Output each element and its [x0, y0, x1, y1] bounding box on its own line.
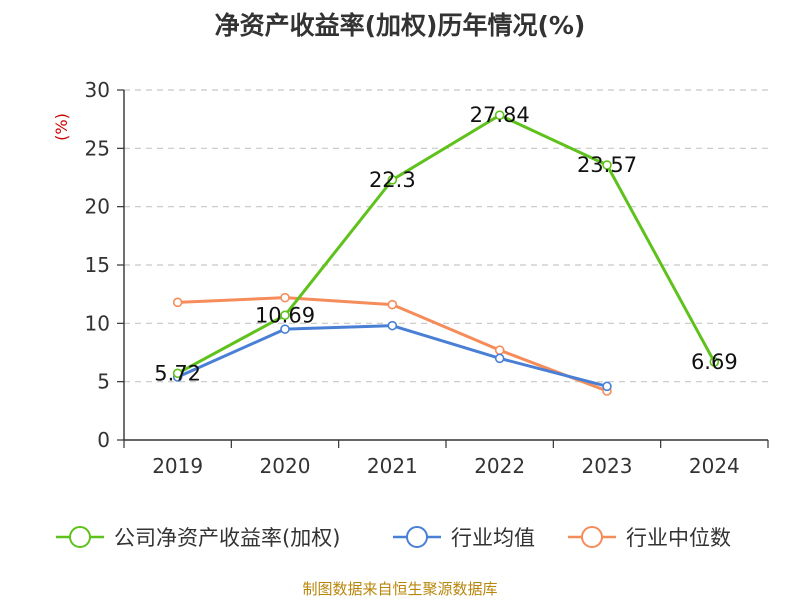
- data-point: [602, 160, 612, 170]
- data-point: [494, 353, 505, 364]
- x-tick-label: 2019: [152, 454, 203, 478]
- legend-label: 公司净资产收益率(加权): [114, 526, 340, 550]
- x-tick-label: 2022: [474, 454, 525, 478]
- chart-title: 净资产收益率(加权)历年情况(%): [214, 11, 586, 40]
- data-label: 6.69: [691, 350, 738, 374]
- x-tick-label: 2023: [582, 454, 633, 478]
- legend-marker: [406, 526, 428, 548]
- data-source-footer: 制图数据来自恒生聚源数据库: [302, 580, 498, 598]
- y-tick-label: 15: [85, 253, 110, 277]
- data-point: [602, 381, 612, 392]
- data-label: 5.72: [154, 361, 201, 385]
- data-point: [494, 345, 505, 355]
- series-line: [177, 296, 608, 393]
- legend-label: 行业均值: [451, 526, 535, 550]
- data-label: 22.3: [369, 168, 416, 192]
- legend-label: 行业中位数: [626, 526, 731, 550]
- x-tick-label: 2021: [367, 454, 418, 478]
- data-point: [387, 175, 398, 185]
- data-label: 27.84: [470, 103, 530, 127]
- y-axis-label: (%): [52, 113, 71, 141]
- data-label: 23.57: [577, 153, 637, 177]
- x-tick-label: 2024: [689, 454, 740, 478]
- legend-marker: [581, 526, 603, 548]
- data-point: [387, 299, 398, 310]
- y-tick-label: 20: [85, 195, 110, 219]
- y-tick-label: 5: [97, 370, 110, 394]
- data-point: [494, 110, 505, 120]
- x-tick-label: 2020: [260, 454, 311, 478]
- y-tick-label: 10: [85, 311, 110, 335]
- data-point: [709, 357, 720, 367]
- data-point: [172, 368, 183, 379]
- legend-marker: [69, 526, 91, 548]
- data-label: 10.69: [255, 303, 315, 327]
- data-point: [280, 292, 290, 303]
- series-line: [176, 113, 716, 375]
- y-tick-label: 30: [85, 78, 110, 102]
- data-point: [387, 320, 398, 331]
- y-tick-label: 0: [97, 428, 110, 452]
- data-point: [280, 324, 290, 334]
- series-line: [177, 324, 608, 388]
- data-point: [280, 310, 290, 321]
- y-tick-label: 25: [85, 136, 110, 160]
- data-point: [172, 297, 183, 308]
